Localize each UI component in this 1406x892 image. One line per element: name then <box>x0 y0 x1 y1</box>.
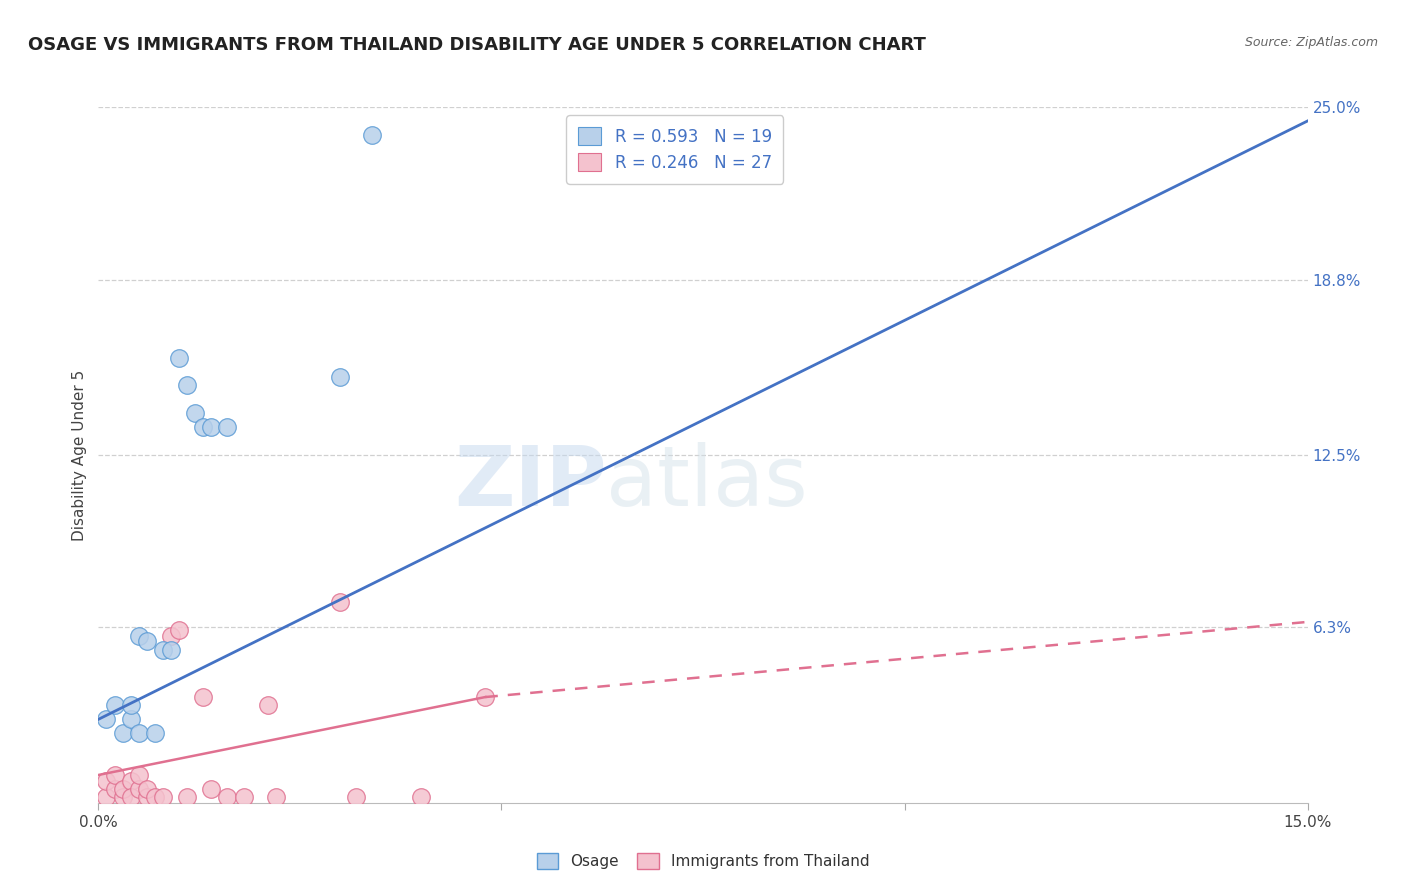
Point <box>200 781 222 796</box>
Point <box>232 790 254 805</box>
Point <box>135 634 157 648</box>
Point <box>120 773 142 788</box>
Point <box>200 420 222 434</box>
Point <box>111 726 134 740</box>
Point <box>128 781 150 796</box>
Point <box>103 768 125 782</box>
Point <box>160 629 183 643</box>
Text: ZIP: ZIP <box>454 442 606 524</box>
Point <box>176 378 198 392</box>
Point <box>474 690 496 704</box>
Point <box>167 624 190 638</box>
Point <box>329 595 352 609</box>
Legend: R = 0.593   N = 19, R = 0.246   N = 27: R = 0.593 N = 19, R = 0.246 N = 27 <box>567 115 783 184</box>
Point <box>217 790 239 805</box>
Point <box>361 128 384 142</box>
Point <box>120 790 142 805</box>
Point <box>128 726 150 740</box>
Text: Source: ZipAtlas.com: Source: ZipAtlas.com <box>1244 36 1378 49</box>
Point <box>329 370 352 384</box>
Point <box>167 351 190 365</box>
Point <box>256 698 278 713</box>
Text: atlas: atlas <box>606 442 808 524</box>
Point <box>128 768 150 782</box>
Legend: Osage, Immigrants from Thailand: Osage, Immigrants from Thailand <box>530 847 876 875</box>
Point <box>184 406 207 420</box>
Point <box>120 712 142 726</box>
Point <box>135 790 157 805</box>
Point <box>143 790 166 805</box>
Point <box>409 790 432 805</box>
Point <box>217 420 239 434</box>
Point <box>344 790 367 805</box>
Point <box>160 642 183 657</box>
Point <box>193 690 215 704</box>
Point <box>176 790 198 805</box>
Point <box>120 698 142 713</box>
Point <box>103 781 125 796</box>
Point <box>111 781 134 796</box>
Point <box>152 790 174 805</box>
Point <box>111 790 134 805</box>
Point <box>103 698 125 713</box>
Point <box>135 781 157 796</box>
Point <box>143 726 166 740</box>
Point <box>96 773 118 788</box>
Text: OSAGE VS IMMIGRANTS FROM THAILAND DISABILITY AGE UNDER 5 CORRELATION CHART: OSAGE VS IMMIGRANTS FROM THAILAND DISABI… <box>28 36 927 54</box>
Point <box>96 712 118 726</box>
Point <box>152 642 174 657</box>
Point <box>96 790 118 805</box>
Point <box>193 420 215 434</box>
Y-axis label: Disability Age Under 5: Disability Age Under 5 <box>72 369 87 541</box>
Point <box>128 629 150 643</box>
Point <box>264 790 287 805</box>
